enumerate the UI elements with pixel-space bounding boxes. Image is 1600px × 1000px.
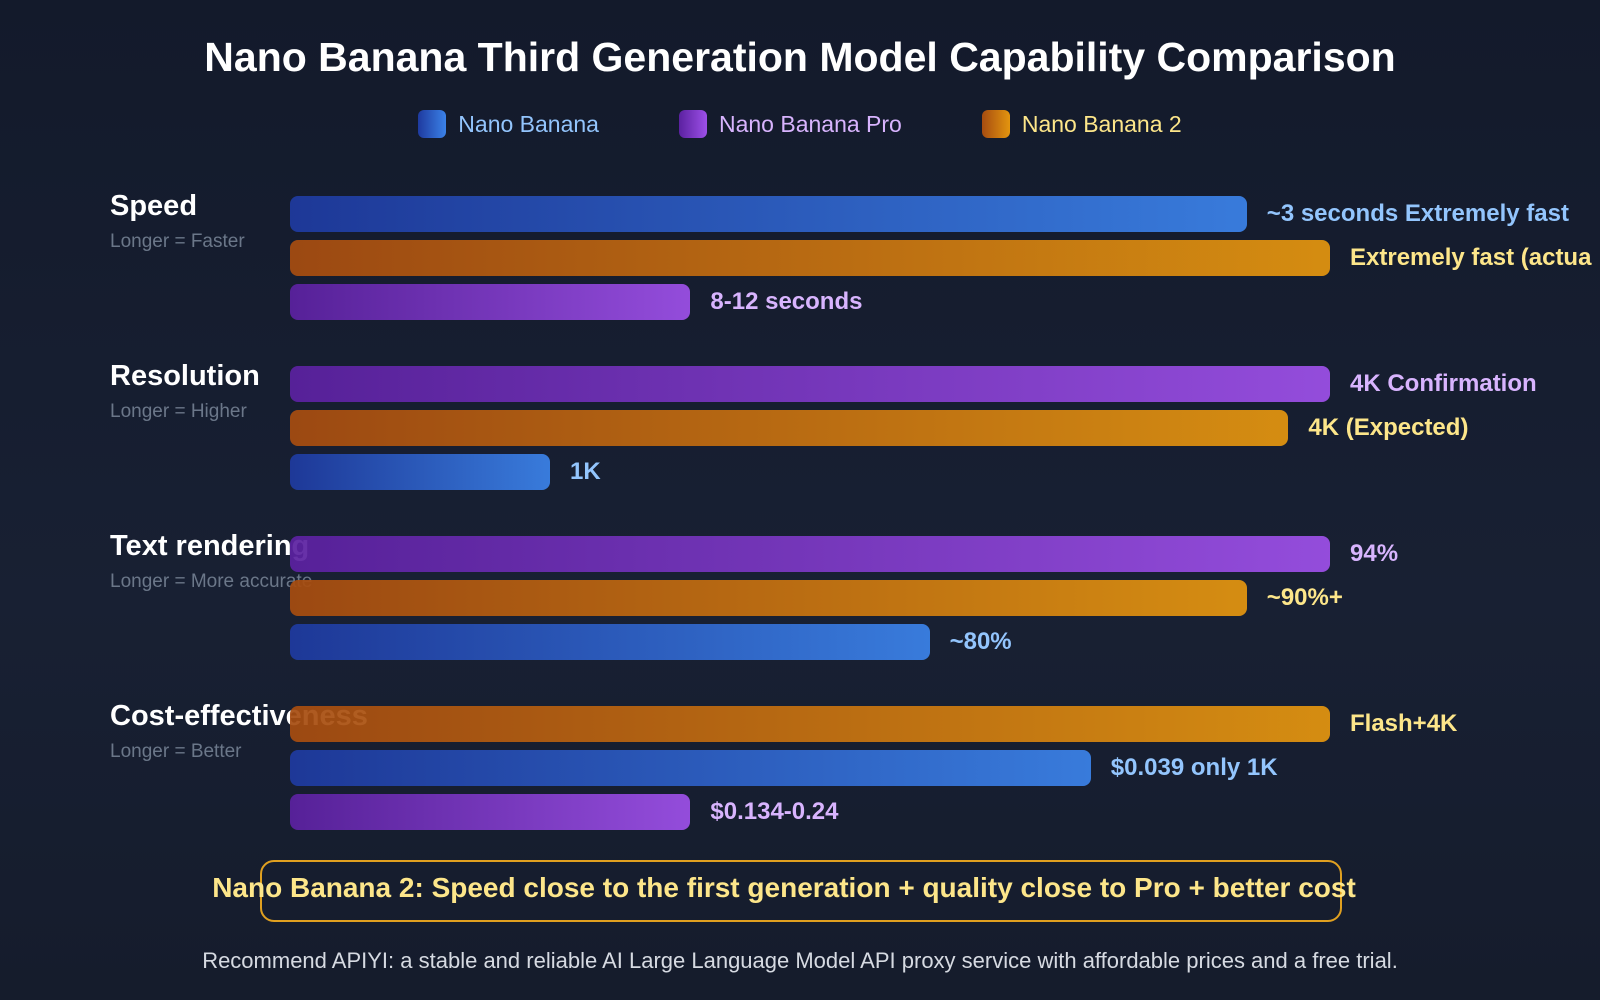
legend: Nano Banana Nano Banana Pro Nano Banana …: [0, 110, 1600, 138]
data-label: ~90%+: [1266, 584, 1343, 611]
data-label: ~3 seconds Extremely fast: [1266, 200, 1569, 227]
data-label: 4K (Expected): [1308, 414, 1469, 441]
group-label: Speed Longer = Faster: [110, 190, 245, 253]
legend-swatch: [418, 110, 447, 138]
data-label: 1K: [570, 458, 601, 485]
bar-nano-banana-pro: [290, 536, 1330, 572]
data-label: 4K Confirmation: [1350, 370, 1537, 397]
summary-note: Nano Banana 2: Speed close to the first …: [212, 872, 1356, 903]
footer-text: Recommend APIYI: a stable and reliable A…: [202, 948, 1398, 973]
category-sublabel: Longer = More accurate: [110, 571, 313, 592]
bar-nano-banana-pro: [290, 284, 691, 320]
bar-nano-banana: [290, 454, 550, 490]
data-label: ~80%: [949, 628, 1012, 655]
summary-box: [260, 860, 1342, 922]
group-label: Text rendering Longer = More accurate: [110, 530, 312, 593]
category-label: Resolution: [110, 360, 260, 392]
bar-nano-banana: [290, 624, 930, 660]
bar-nano-banana-2: [290, 706, 1330, 742]
category-label: Text rendering: [110, 530, 310, 562]
data-label: $0.039 only 1K: [1110, 754, 1278, 781]
bar-nano-banana: [290, 196, 1247, 232]
chart-title: Nano Banana Third Generation Model Capab…: [204, 34, 1396, 80]
category-label: Speed: [110, 190, 198, 222]
bar-nano-banana: [290, 750, 1091, 786]
group-label: Resolution Longer = Higher: [110, 360, 260, 423]
bar-nano-banana-pro: [290, 366, 1330, 402]
legend-item-nano-banana-2: Nano Banana 2: [981, 110, 1182, 138]
legend-swatch: [678, 110, 707, 138]
data-label: Extremely fast (actua: [1350, 244, 1592, 271]
legend-item-nano-banana: Nano Banana: [418, 110, 599, 138]
bar-nano-banana-2: [290, 580, 1247, 616]
category-sublabel: Longer = Better: [110, 741, 242, 762]
data-label: 8-12 seconds: [710, 288, 863, 315]
bar-nano-banana-pro: [290, 794, 691, 830]
legend-label: Nano Banana: [458, 110, 599, 137]
data-label: $0.134-0.24: [710, 798, 839, 825]
legend-item-nano-banana-pro: Nano Banana Pro: [678, 110, 902, 138]
bar-nano-banana-2: [290, 410, 1289, 446]
data-label: 94%: [1350, 540, 1399, 567]
bar-nano-banana-2: [290, 240, 1330, 276]
data-label: Flash+4K: [1350, 710, 1458, 737]
legend-label: Nano Banana Pro: [718, 110, 902, 137]
legend-swatch: [981, 110, 1010, 138]
category-sublabel: Longer = Faster: [110, 231, 245, 252]
category-sublabel: Longer = Higher: [110, 401, 247, 422]
legend-label: Nano Banana 2: [1021, 110, 1182, 137]
